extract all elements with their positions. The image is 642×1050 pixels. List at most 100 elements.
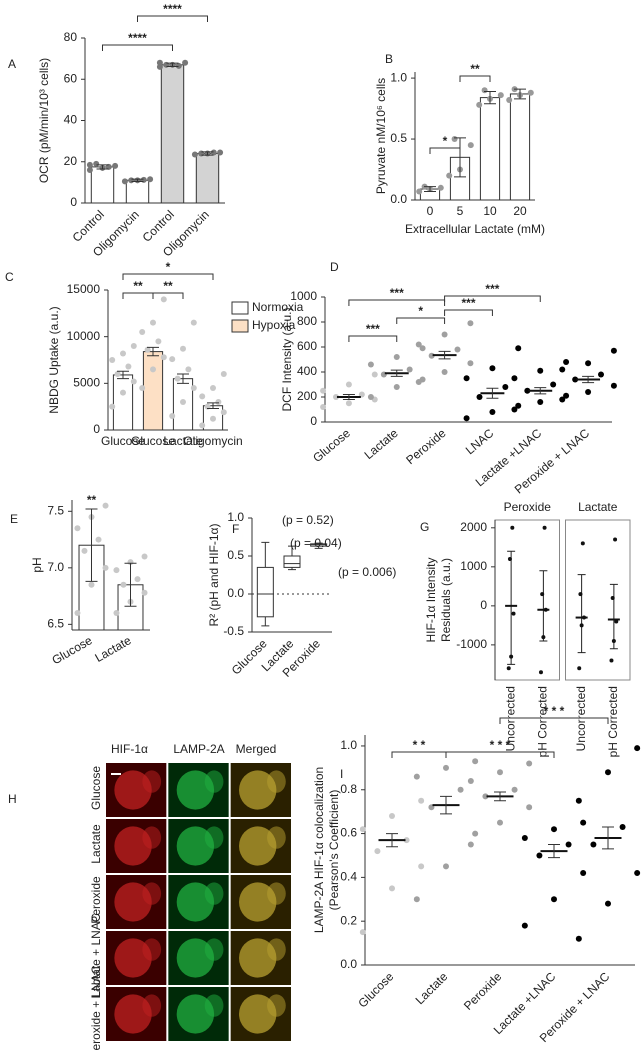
bar	[479, 97, 501, 201]
y-tick-label: 0.0	[227, 586, 244, 600]
data-point	[565, 841, 572, 848]
data-point	[130, 343, 137, 349]
cell	[176, 938, 215, 978]
error-bar	[124, 562, 137, 607]
p-value: (p = 0.04)	[290, 536, 342, 550]
data-point	[345, 381, 352, 388]
x-tick-label: 10	[483, 204, 497, 218]
cell	[267, 938, 286, 961]
y-axis-label: Pyruvate nM/10⁶ cells	[374, 78, 388, 194]
data-point	[613, 537, 618, 542]
data-point	[563, 392, 570, 399]
data-point	[467, 841, 474, 848]
data-point	[156, 63, 163, 70]
x-tick-label: Lactate	[163, 434, 203, 448]
data-point	[160, 296, 167, 303]
data-point	[415, 379, 422, 385]
subpanel-title: Lactate	[578, 500, 618, 514]
cell	[204, 826, 224, 849]
data-point	[190, 319, 197, 326]
cell	[114, 938, 152, 978]
cell	[142, 938, 162, 961]
data-point	[120, 581, 127, 588]
bar	[125, 179, 150, 204]
data-point	[419, 345, 426, 352]
cell	[204, 770, 224, 793]
data-point	[210, 415, 216, 422]
data-point	[538, 670, 543, 675]
y-tick-label: 0.5	[227, 548, 244, 562]
data-point	[180, 399, 186, 405]
column-header: HIF-1α	[111, 742, 148, 756]
data-point	[550, 381, 557, 388]
significance-bracket	[444, 295, 541, 302]
panel-label: A	[8, 57, 16, 71]
y-axis-label: OCR (pM/min/10³ cells)	[37, 58, 51, 183]
cell	[142, 994, 162, 1017]
error-bar	[494, 791, 506, 802]
data-point	[220, 371, 227, 377]
cell	[239, 938, 277, 978]
y-tick-label: 0	[480, 598, 487, 612]
data-point	[443, 764, 449, 771]
range-bar	[539, 570, 548, 642]
x-tick-label: Oligomycin	[183, 434, 242, 448]
data-point	[215, 399, 222, 405]
data-point	[393, 354, 400, 360]
data-point	[113, 610, 120, 617]
data-point	[210, 385, 216, 391]
cell	[239, 826, 277, 866]
data-point	[526, 760, 533, 767]
data-point	[109, 403, 116, 410]
data-point	[502, 384, 509, 390]
row-label: Lactate	[89, 824, 103, 864]
data-point	[160, 354, 167, 361]
y-tick-label: 0.8	[340, 782, 357, 796]
error-bar	[440, 795, 452, 815]
legend-label: Normoxia	[252, 300, 304, 314]
box	[283, 555, 301, 568]
error-bar	[131, 178, 144, 183]
data-point	[506, 97, 513, 104]
p-value: (p = 0.006)	[338, 565, 396, 579]
column-header: LAMP-2A	[173, 742, 224, 756]
data-point	[95, 536, 102, 543]
error-bar	[386, 833, 398, 848]
data-point	[175, 62, 182, 69]
cell	[176, 826, 215, 866]
data-point	[199, 422, 206, 429]
data-point	[367, 361, 374, 368]
data-point	[575, 797, 582, 804]
significance-bracket	[391, 751, 447, 758]
y-tick-label: 0.5	[390, 131, 407, 145]
data-point	[155, 338, 162, 345]
data-point	[551, 896, 557, 903]
x-tick-label: pH Corrected	[606, 686, 620, 757]
cell	[114, 882, 152, 922]
data-point	[463, 375, 470, 382]
y-tick-label: 0	[93, 422, 100, 436]
cell	[267, 770, 286, 793]
y-tick-label: 40	[64, 113, 78, 127]
error-bar	[201, 151, 214, 156]
data-point	[472, 758, 479, 765]
x-tick-label: Glucose	[355, 969, 396, 1010]
cell	[114, 994, 152, 1034]
y-axis-label: (Pearson's Coefficient)	[327, 790, 341, 911]
data-point	[86, 161, 93, 168]
bar	[112, 374, 134, 431]
x-tick-label: pH Corrected	[536, 686, 550, 757]
data-point	[467, 320, 474, 327]
subpanel-frame	[565, 519, 631, 681]
y-tick-label: 1.0	[340, 738, 357, 752]
data-point	[527, 89, 534, 96]
cell	[142, 770, 162, 793]
data-point	[515, 345, 522, 352]
data-point	[416, 188, 423, 195]
significance-label: *	[166, 260, 171, 274]
data-point	[437, 184, 444, 191]
data-point	[359, 929, 366, 936]
significance-label: ***	[390, 286, 404, 300]
data-point	[113, 567, 120, 574]
data-point	[457, 786, 464, 793]
